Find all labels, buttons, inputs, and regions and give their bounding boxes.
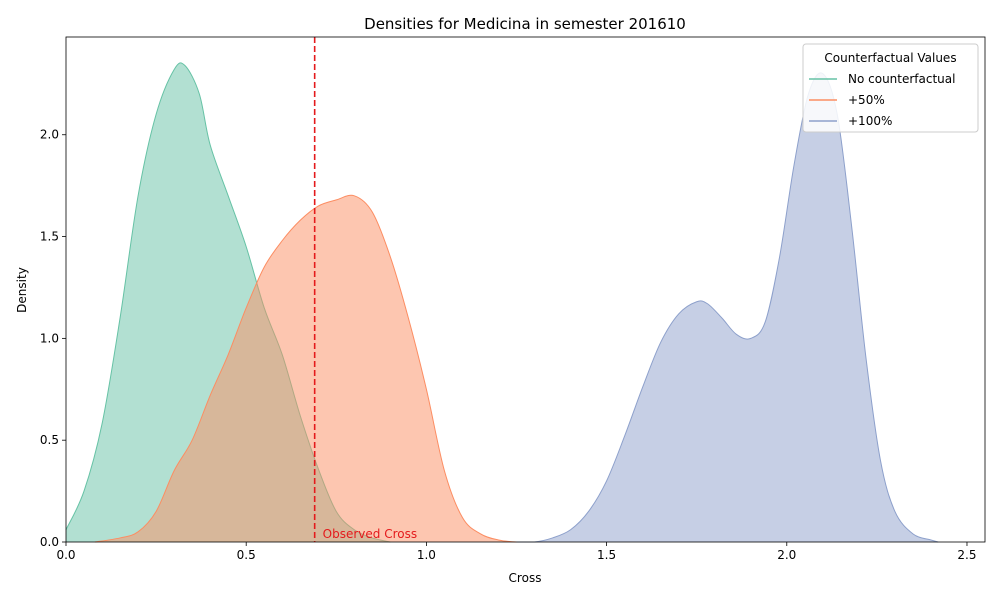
legend: Counterfactual Values No counterfactual +5… <box>802 43 979 133</box>
x-tick-label: 2.0 <box>777 548 796 562</box>
plot-frame <box>65 36 986 543</box>
x-tick-label: 2.5 <box>957 548 976 562</box>
density-area-0 <box>66 62 391 542</box>
x-axis-label: Cross <box>509 571 542 585</box>
axes: 0.0 0.5 1.0 1.5 2.0 2.5 0.0 0.5 1.0 1.5 2.0 <box>40 36 986 562</box>
chart-title: Densities for Medicina in semester 20161… <box>364 15 686 33</box>
y-tick-label: 1.5 <box>40 230 59 244</box>
legend-entry: No counterfactual <box>848 72 955 86</box>
x-tick-label: 0.0 <box>56 548 75 562</box>
y-tick-label: 1.0 <box>40 331 59 345</box>
x-tick-label: 1.0 <box>417 548 436 562</box>
legend-entry: +50% <box>848 93 885 107</box>
density-line-2 <box>516 72 939 543</box>
legend-title: Counterfactual Values <box>824 51 956 65</box>
y-tick-label: 0.5 <box>40 433 59 447</box>
density-area-1 <box>94 195 535 543</box>
reference-line-group: Observed Cross <box>313 37 417 542</box>
y-axis-label: Density <box>15 267 29 313</box>
legend-box <box>802 43 979 133</box>
x-tick-label: 0.5 <box>237 548 256 562</box>
x-tick-label: 1.5 <box>597 548 616 562</box>
density-line-1 <box>94 194 535 543</box>
density-area-2 <box>516 72 939 543</box>
legend-entry: +100% <box>848 114 892 128</box>
observed-cross-label: Observed Cross <box>323 527 417 541</box>
y-tick-label: 0.0 <box>40 535 59 549</box>
density-fills <box>65 62 939 543</box>
y-tick-label: 2.0 <box>40 128 59 142</box>
